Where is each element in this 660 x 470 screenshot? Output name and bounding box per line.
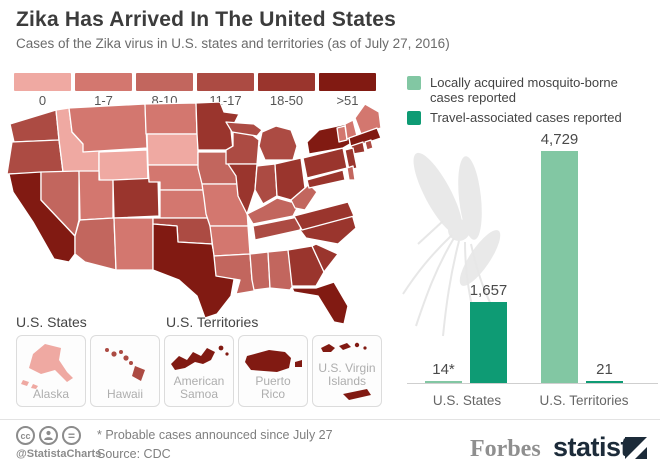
legend-label: Travel-associated cases reported — [430, 109, 622, 125]
state-georgia — [287, 245, 325, 287]
statista-logo-mark-icon — [625, 437, 647, 459]
inset-label: U.S. Virgin Islands — [313, 361, 381, 389]
x-axis-line — [407, 383, 658, 384]
legend-row-travel: Travel-associated cases reported — [407, 110, 657, 125]
state-new-mexico — [113, 217, 154, 271]
forbes-logo: Forbes — [470, 436, 541, 462]
legend-category: 18-50 — [258, 73, 315, 108]
bar-states-local — [425, 381, 462, 383]
footnote: * Probable cases announced since July 27 — [97, 428, 333, 442]
state-new-jersey — [344, 147, 358, 171]
state-massachusetts — [348, 127, 382, 149]
inset-label: American Samoa — [165, 373, 233, 401]
state-michigan — [258, 125, 298, 161]
inset-puerto-rico: Puerto Rico — [238, 335, 308, 407]
state-north-dakota — [144, 102, 198, 135]
legend-category: 0 — [14, 73, 71, 108]
inset-label-line: American — [173, 373, 225, 388]
state-maine — [354, 103, 382, 135]
state-maryland — [306, 169, 346, 189]
bar-value-territories-travel: 21 — [596, 361, 613, 378]
inset-label-line: Islands — [327, 374, 367, 389]
map-color-legend: 0 1-7 8-10 11-17 18-50 >51 — [14, 73, 380, 108]
state-arkansas — [209, 225, 251, 257]
legend-label: 1-7 — [94, 93, 113, 108]
creative-commons-badges: cc = — [16, 426, 85, 445]
legend-swatch-51plus — [319, 73, 376, 91]
bar-states-travel — [470, 302, 507, 383]
state-south-carolina — [311, 243, 339, 273]
page-subtitle: Cases of the Zika virus in U.S. states a… — [16, 36, 450, 51]
puerto-rico-shape — [245, 350, 302, 372]
state-virginia — [293, 201, 355, 231]
state-mississippi — [249, 251, 271, 291]
legend-swatch-1-7 — [75, 73, 132, 91]
bar-chart: 14* 1,657 4,729 21 U.S. States U.S. Terr… — [403, 131, 660, 410]
legend-row-local: Locally acquired mosquito-borne cases re… — [407, 75, 657, 106]
legend-label: 0 — [38, 93, 47, 108]
state-michigan-up — [225, 121, 263, 137]
inset-american-samoa: American Samoa — [164, 335, 234, 407]
legend-category: >51 — [319, 73, 376, 108]
inset-label-line: Puerto — [255, 373, 291, 388]
bar-territories-local — [541, 151, 578, 383]
inset-us-virgin-islands: U.S. Virgin Islands — [312, 335, 382, 407]
state-colorado — [112, 177, 160, 219]
bar-value-territories-local: 4,729 — [540, 131, 579, 148]
page-title: Zika Has Arrived In The United States — [16, 8, 397, 31]
bar-value-states-travel: 1,657 — [469, 282, 508, 299]
state-texas — [152, 223, 236, 319]
inset-label: Hawaii — [106, 386, 143, 401]
insets-states-header: U.S. States — [16, 314, 87, 330]
legend-swatch-11-17 — [197, 73, 254, 91]
hawaii-shape — [105, 348, 145, 381]
legend-swatch-18-50 — [258, 73, 315, 91]
axis-label-territories: U.S. Territories — [539, 393, 629, 408]
us-choropleth-map — [6, 102, 382, 325]
legend-label: >51 — [336, 93, 359, 108]
virgin-islands-shape — [321, 342, 371, 400]
inset-label: Alaska — [32, 386, 70, 401]
inset-label-line: Rico — [260, 386, 285, 401]
american-samoa-shape — [171, 345, 229, 370]
legend-swatch-8-10 — [136, 73, 193, 91]
state-delaware — [346, 165, 356, 181]
source-note: Source: CDC — [97, 447, 171, 461]
legend-category: 1-7 — [75, 73, 132, 108]
axis-label-states: U.S. States — [432, 393, 502, 408]
bar-territories-travel — [586, 381, 623, 383]
state-arizona — [74, 217, 117, 271]
bar-chart-legend: Locally acquired mosquito-borne cases re… — [407, 75, 657, 129]
no-derivatives-icon: = — [62, 426, 81, 445]
legend-label: Locally acquired mosquito-borne cases re… — [430, 75, 618, 106]
inset-alaska: Alaska — [16, 335, 86, 407]
alaska-shape — [21, 344, 73, 389]
state-south-dakota — [146, 133, 199, 166]
inset-label-line: Samoa — [179, 386, 219, 401]
insets-territories-header: U.S. Territories — [166, 314, 259, 330]
state-alabama — [267, 249, 295, 291]
state-rhode-island — [364, 139, 374, 151]
inset-hawaii: Hawaii — [90, 335, 160, 407]
local-cases-swatch — [407, 76, 421, 90]
inset-label: Puerto Rico — [239, 373, 307, 401]
statista-charts-handle: @StatistaCharts — [16, 448, 102, 460]
attribution-person-icon — [39, 426, 58, 445]
mosquito-watermark-icon — [402, 152, 501, 337]
state-washington — [9, 109, 60, 143]
state-oregon — [6, 139, 64, 175]
legend-swatch-0 — [14, 73, 71, 91]
state-vermont — [336, 125, 348, 143]
cc-icon: cc — [16, 426, 35, 445]
legend-label: 18-50 — [269, 93, 304, 108]
footer-divider — [0, 419, 660, 420]
state-indiana — [254, 163, 278, 205]
state-west-virginia — [290, 183, 318, 211]
inset-label-line: U.S. Virgin — [318, 361, 376, 375]
travel-cases-swatch — [407, 110, 421, 125]
state-florida — [291, 281, 349, 325]
bar-value-states-local: 14* — [432, 361, 455, 378]
